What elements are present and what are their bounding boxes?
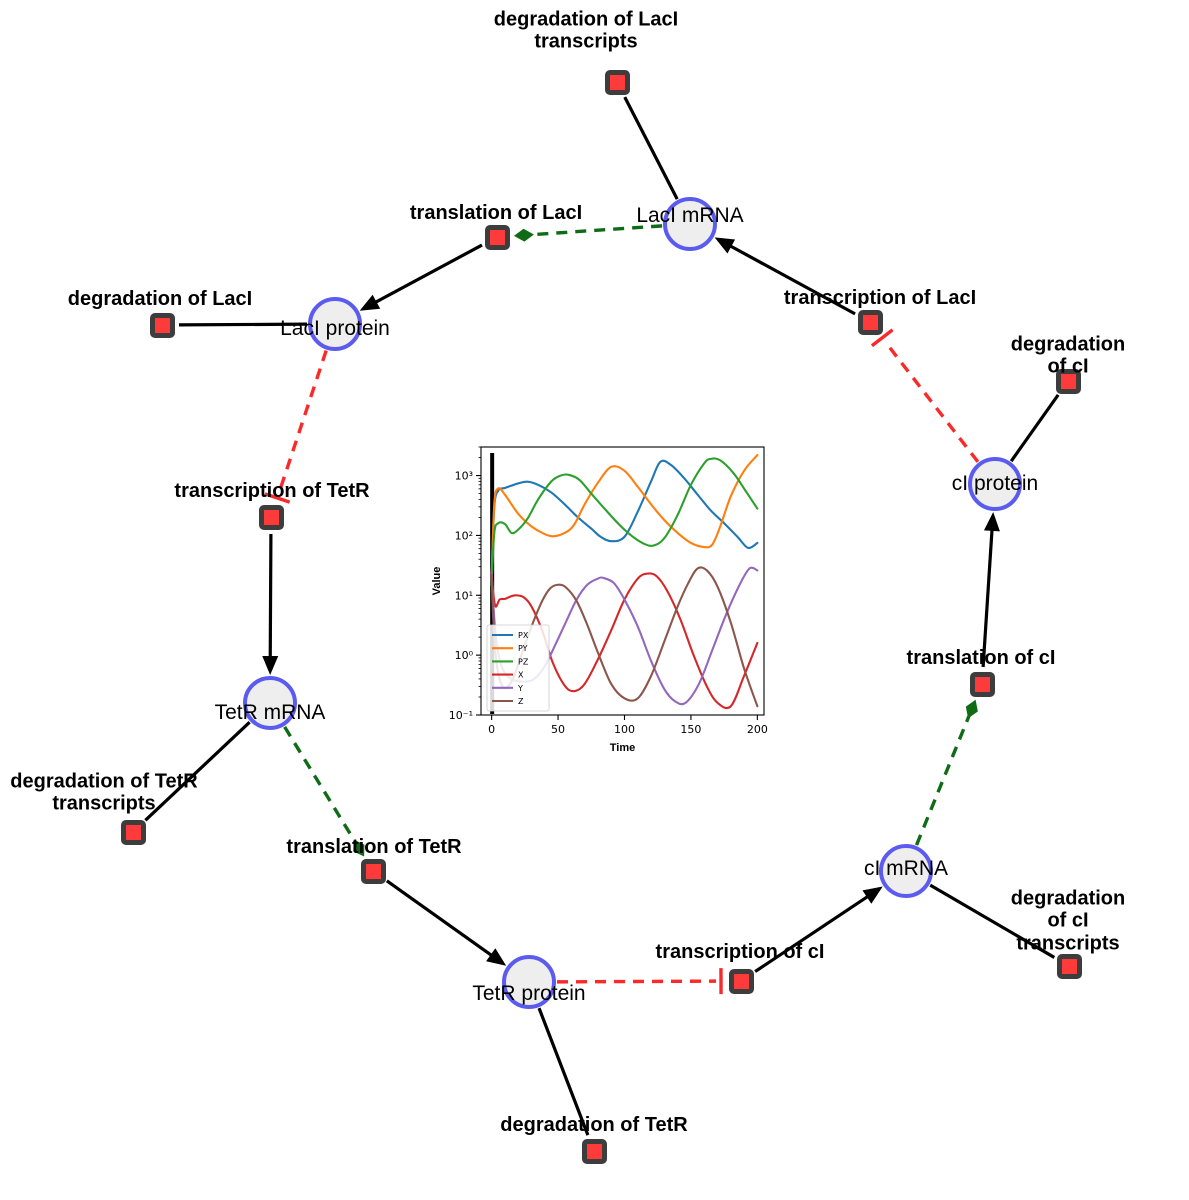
edge-catalysis [523,224,663,237]
legend-label-PZ: PZ [518,657,529,666]
series-line-PX [490,459,759,579]
timecourse-chart-inset: 10⁻¹ 10⁰ 10¹ 10² 10³ 0 50 100 150 200 Time Value PX P… [425,437,770,755]
arrowhead-triangle [983,511,1000,532]
x-tick-label: 200 [747,723,768,736]
y-tick-label: 10¹ [455,589,473,602]
series-line-PZ [490,457,759,586]
reaction-node-transcription-laci[interactable] [857,309,883,335]
y-tick-label: 10² [455,529,473,542]
species-node-ci-mrna[interactable] [879,844,933,898]
edge-inhibition [277,350,328,494]
edge-substrate [929,883,1056,959]
y-tick-label: 10⁻¹ [449,709,473,722]
edge-inhibition [883,340,980,463]
edge-product [268,533,273,664]
series-line-PY [490,454,759,582]
legend-label-PX: PX [518,631,529,640]
edge-substrate [144,721,251,822]
arrowhead-triangle [262,655,279,676]
x-tick-label: 150 [680,723,701,736]
edge-product [754,891,874,973]
reaction-node-translation-laci[interactable] [484,224,510,250]
reaction-node-deg-laci-transcripts[interactable] [604,69,630,95]
reaction-node-deg-ci[interactable] [1055,368,1081,394]
legend-label-Z: Z [518,697,524,706]
arrowhead-triangle [714,237,736,254]
x-tick-label: 50 [551,723,565,736]
arrowhead-tee [870,328,894,348]
arrowhead-diamond [965,699,978,719]
y-axis-title: Value [431,567,443,596]
edge-substrate [1009,393,1060,463]
edge-product [724,241,856,316]
legend-label-Y: Y [517,684,523,693]
arrowhead-tee [264,492,291,504]
edge-product [369,243,483,307]
reaction-node-deg-tetr-transcripts[interactable] [120,819,146,845]
edge-substrate [178,322,308,327]
species-node-laci-protein[interactable] [308,297,362,351]
x-axis-title: Time [610,742,635,754]
edge-inhibition [556,979,717,984]
reaction-node-deg-tetr[interactable] [581,1138,607,1164]
reaction-node-translation-tetr[interactable] [360,858,386,884]
reaction-node-transcription-ci[interactable] [728,968,754,994]
edge-catalysis [283,725,361,849]
series-line-X [490,571,759,710]
arrowhead-diamond [513,228,534,242]
edge-substrate [623,96,679,200]
reaction-node-translation-ci[interactable] [969,671,995,697]
y-tick-label: 10³ [455,470,473,483]
species-node-tetr-mrna[interactable] [243,676,297,730]
y-tick-label: 10⁰ [455,649,474,662]
reaction-node-transcription-tetr[interactable] [258,504,284,530]
edge-catalysis [914,708,974,846]
x-tick-label: 100 [614,723,635,736]
arrowhead-triangle [862,886,883,904]
x-tick-label: 0 [488,723,495,736]
arrowhead-diamond [353,839,365,857]
legend-box [486,624,550,712]
reaction-node-deg-laci[interactable] [149,312,175,338]
arrowhead-triangle [486,948,507,966]
species-node-ci-protein[interactable] [968,457,1022,511]
edge-product [385,879,498,961]
species-node-laci-mrna[interactable] [663,197,717,251]
legend-label-X: X [518,671,524,680]
reaction-node-deg-ci-transcripts[interactable] [1056,953,1082,979]
edge-substrate [537,1007,590,1136]
species-node-tetr-protein[interactable] [502,955,556,1009]
chart-legend: PX PY PZ XYZ [486,624,550,712]
edge-product [981,523,995,668]
arrowhead-triangle [359,294,381,311]
legend-label-PY: PY [518,644,528,653]
